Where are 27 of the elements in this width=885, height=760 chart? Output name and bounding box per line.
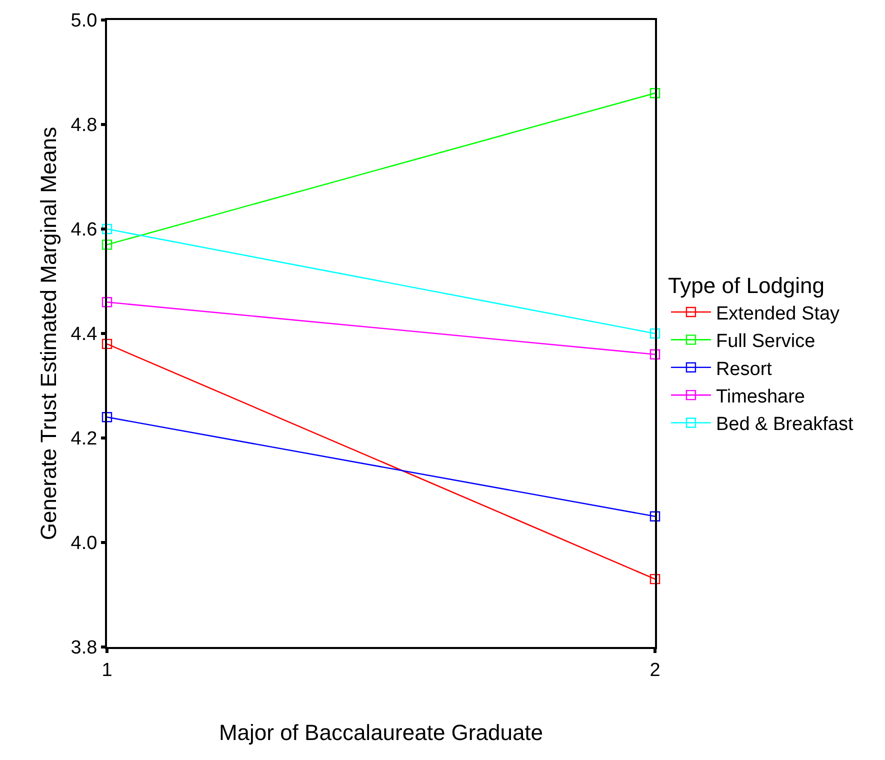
- point: [102, 412, 112, 422]
- point: [650, 88, 660, 98]
- y-tick-label: 4.2: [70, 428, 98, 450]
- legend-label: Full Service: [716, 331, 816, 352]
- y-tick-label: 3.8: [70, 638, 98, 659]
- legend-label: Extended Stay: [716, 303, 840, 324]
- y-tick-label: 4.4: [70, 324, 98, 346]
- legend-label: Bed & Breakfast: [716, 414, 854, 436]
- y-axis-title: Generate Trust Estimated Marginal Means: [36, 126, 62, 540]
- point: [102, 224, 112, 234]
- legend-label: Resort: [716, 358, 773, 380]
- y-tick-label: 5.0: [70, 10, 98, 32]
- point: [650, 349, 660, 360]
- x-tick-label: 1: [102, 660, 112, 681]
- x-axis-title: Major of Baccalaureate Graduate: [218, 720, 544, 746]
- point: [102, 338, 112, 350]
- legend-label: Timeshare: [716, 386, 806, 408]
- point: [102, 297, 112, 308]
- point: [650, 328, 660, 339]
- legend-title: Type of Lodging: [668, 273, 825, 298]
- x-tick-label: 2: [650, 660, 660, 681]
- y-tick-label: 4.0: [70, 533, 98, 554]
- y-tick-label: 4.6: [70, 220, 98, 241]
- point: [650, 574, 660, 584]
- point: [102, 240, 112, 250]
- point: [650, 511, 660, 522]
- y-tick-label: 4.8: [70, 115, 98, 136]
